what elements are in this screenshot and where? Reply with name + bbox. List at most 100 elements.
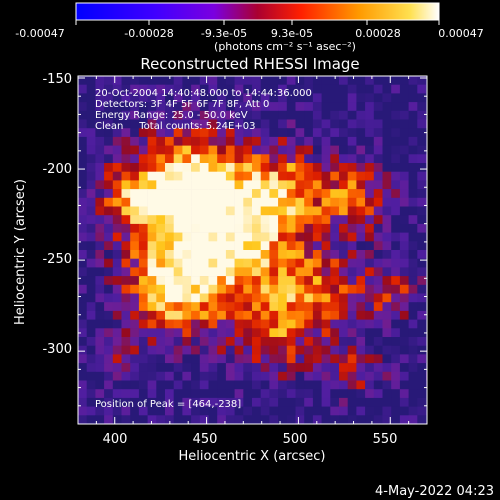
image-pixel xyxy=(217,258,227,268)
image-pixel xyxy=(182,250,192,259)
image-pixel xyxy=(199,206,209,216)
image-pixel xyxy=(382,276,392,286)
image-pixel xyxy=(173,154,183,164)
image-pixel xyxy=(165,145,174,155)
image-pixel xyxy=(269,345,279,355)
image-pixel xyxy=(339,354,348,364)
image-pixel xyxy=(382,371,392,381)
image-pixel xyxy=(217,371,227,381)
image-pixel xyxy=(199,310,209,320)
image-pixel xyxy=(269,354,279,364)
image-pixel xyxy=(304,371,314,381)
image-pixel xyxy=(104,180,114,190)
image-pixel xyxy=(86,284,96,294)
image-pixel xyxy=(191,310,201,320)
image-pixel xyxy=(417,119,427,129)
image-pixel xyxy=(417,180,427,190)
image-pixel xyxy=(121,276,131,286)
image-pixel xyxy=(408,119,418,129)
image-pixel xyxy=(130,389,140,399)
image-pixel xyxy=(95,136,105,146)
image-pixel xyxy=(356,154,366,164)
image-pixel xyxy=(373,363,383,373)
image-pixel xyxy=(269,110,279,120)
image-pixel xyxy=(225,258,235,268)
image-pixel xyxy=(373,328,383,338)
image-pixel xyxy=(295,397,305,407)
image-pixel xyxy=(191,128,201,138)
image-pixel xyxy=(382,215,392,225)
image-pixel xyxy=(86,371,96,381)
image-pixel xyxy=(147,84,157,94)
rhessi-image xyxy=(78,76,427,424)
image-pixel xyxy=(112,215,122,225)
image-pixel xyxy=(295,319,305,329)
image-pixel xyxy=(321,363,331,373)
image-pixel xyxy=(234,232,244,242)
image-pixel xyxy=(408,284,418,294)
image-pixel xyxy=(347,293,357,303)
image-pixel xyxy=(191,337,201,346)
image-pixel xyxy=(95,371,105,381)
image-pixel xyxy=(121,267,131,277)
image-pixel xyxy=(304,363,314,373)
image-pixel xyxy=(304,319,314,329)
image-pixel xyxy=(417,223,427,233)
image-pixel xyxy=(312,302,322,312)
image-pixel xyxy=(225,389,235,399)
image-pixel xyxy=(321,119,331,129)
image-pixel xyxy=(95,76,105,85)
image-pixel xyxy=(295,371,305,381)
image-pixel xyxy=(104,319,114,329)
image-pixel xyxy=(104,189,114,199)
image-pixel xyxy=(243,136,253,146)
image-pixel xyxy=(356,276,366,286)
image-pixel xyxy=(217,345,227,355)
image-pixel xyxy=(243,232,253,242)
image-pixel xyxy=(356,267,366,277)
image-pixel xyxy=(365,389,375,399)
image-pixel xyxy=(173,415,183,424)
image-pixel xyxy=(295,354,305,364)
image-pixel xyxy=(173,250,183,259)
image-pixel xyxy=(243,206,253,216)
image-pixel xyxy=(339,110,348,120)
image-pixel xyxy=(260,145,270,155)
image-pixel xyxy=(217,337,227,346)
image-pixel xyxy=(182,180,192,190)
image-pixel xyxy=(156,397,166,407)
image-pixel xyxy=(138,354,148,364)
image-pixel xyxy=(104,389,114,399)
image-pixel xyxy=(182,119,192,129)
image-pixel xyxy=(295,406,305,416)
image-pixel xyxy=(173,215,183,225)
image-pixel xyxy=(373,267,383,277)
image-pixel xyxy=(191,354,201,364)
image-pixel xyxy=(321,319,331,329)
image-pixel xyxy=(86,258,96,268)
image-pixel xyxy=(330,154,340,164)
image-pixel xyxy=(243,415,253,424)
image-pixel xyxy=(321,371,331,381)
image-pixel xyxy=(78,415,87,424)
image-pixel xyxy=(104,293,114,303)
image-pixel xyxy=(312,76,322,85)
image-pixel xyxy=(95,154,105,164)
image-pixel xyxy=(399,145,409,155)
image-pixel xyxy=(286,284,296,294)
image-pixel xyxy=(356,371,366,381)
image-pixel xyxy=(217,276,227,286)
image-pixel xyxy=(112,76,122,85)
image-pixel xyxy=(112,406,122,416)
image-pixel xyxy=(339,215,348,225)
image-pixel xyxy=(260,171,270,181)
image-pixel xyxy=(156,354,166,364)
x-tick-label-400: 400 xyxy=(103,432,128,447)
image-pixel xyxy=(78,337,87,346)
image-pixel xyxy=(165,102,174,112)
image-pixel xyxy=(417,337,427,346)
image-pixel xyxy=(225,371,235,381)
image-pixel xyxy=(321,284,331,294)
image-pixel xyxy=(365,93,375,103)
image-pixel xyxy=(373,180,383,190)
